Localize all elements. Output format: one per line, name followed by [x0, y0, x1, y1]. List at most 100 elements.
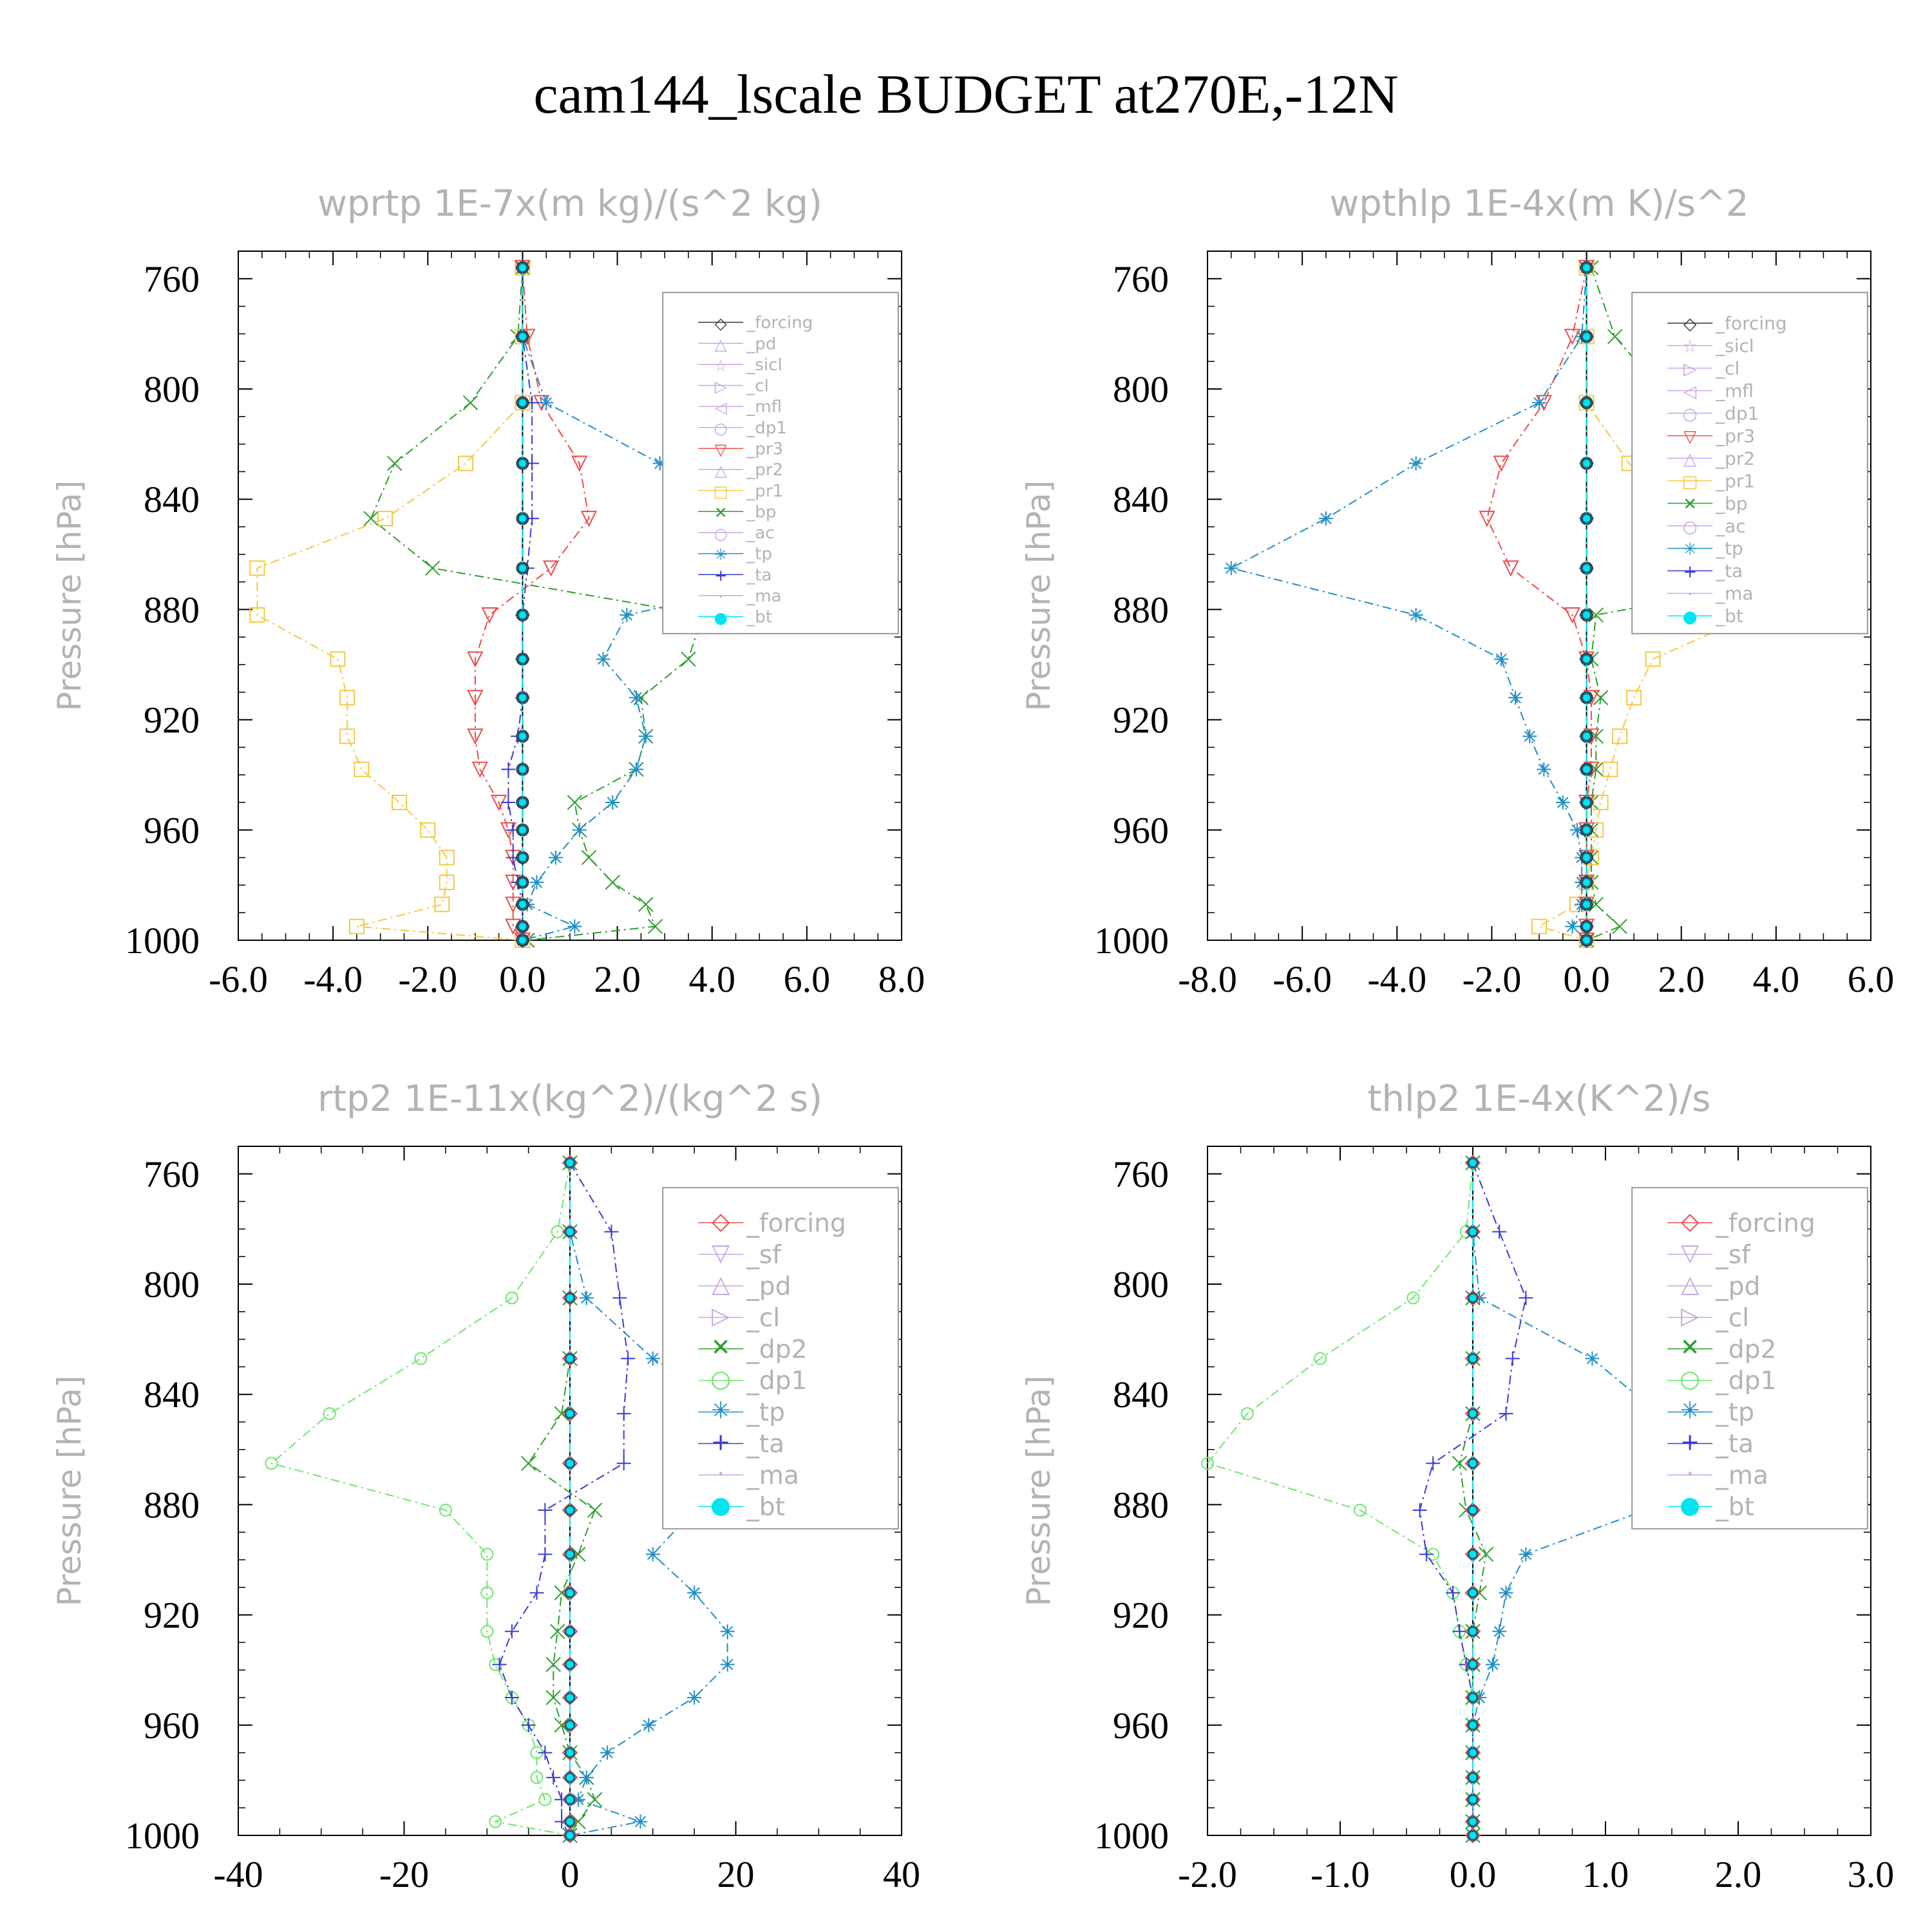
panel-title: wpthlp 1E-4x(m K)/s^2: [1329, 183, 1748, 225]
data-point: [538, 1547, 553, 1562]
x-tick-label: 1.0: [1582, 1853, 1629, 1895]
data-point: [1467, 1548, 1479, 1560]
data-point: [548, 850, 563, 865]
legend-label: _tp: [1715, 1398, 1754, 1427]
legend-marker-icon: ▷: [712, 1302, 730, 1330]
series-line: [522, 267, 842, 941]
data-point: [571, 1792, 585, 1807]
legend-marker-icon: ●: [714, 609, 728, 627]
legend-label: _sf: [746, 1240, 782, 1269]
data-point: [1612, 728, 1628, 744]
data-point: [1467, 1794, 1479, 1805]
data-point: [516, 262, 528, 274]
data-point: [516, 458, 528, 469]
data-point: [265, 1457, 278, 1470]
data-point: [471, 761, 488, 778]
data-point: [516, 921, 528, 933]
data-point: [641, 1718, 656, 1732]
data-point: [516, 397, 528, 408]
data-point: [633, 1814, 648, 1829]
data-point: [1519, 1291, 1533, 1305]
data-point: [458, 455, 474, 471]
data-point: [1492, 1624, 1507, 1639]
legend-label: _pr3: [1715, 425, 1755, 446]
data-point: [516, 653, 528, 665]
data-point: [720, 1624, 735, 1639]
x-tick-label: 2.0: [594, 958, 641, 1000]
data-point: [538, 1745, 553, 1760]
legend-marker-icon: ○: [1683, 517, 1698, 536]
x-tick-label: -8.0: [1178, 958, 1237, 1000]
legend-label: _forcing: [746, 314, 813, 333]
data-point: [516, 331, 528, 343]
data-point: [1581, 331, 1593, 343]
data-point: [516, 730, 528, 742]
data-point: [572, 822, 587, 837]
legend-label: _forcing: [1715, 1209, 1815, 1238]
data-point: [612, 1291, 627, 1305]
data-point: [424, 560, 440, 576]
data-point: [1467, 1226, 1479, 1238]
data-point: [564, 1408, 576, 1419]
series-line: [474, 267, 590, 941]
series-line: [1472, 1162, 1794, 1835]
x-tick-label: -4.0: [1367, 958, 1426, 1000]
legend-marker-icon: ▷: [1681, 1302, 1700, 1330]
legend-label: _pr2: [746, 460, 783, 480]
legend-label: _bt: [746, 608, 772, 627]
x-tick-label: 40: [883, 1853, 920, 1895]
legend-label: _ta: [746, 1430, 784, 1459]
data-point: [1406, 1291, 1420, 1305]
chart-panel-1: wprtp 1E-7x(m kg)/(s^2 kg) Pressure [hPa]…: [51, 183, 925, 1000]
legend-marker-icon: ✳: [1680, 1396, 1700, 1424]
legend-label: _tp: [746, 1398, 785, 1427]
data-point: [480, 1586, 494, 1600]
data-point: [564, 1692, 576, 1703]
data-point: [1467, 1659, 1479, 1671]
data-point: [567, 919, 582, 934]
data-point: [564, 1504, 576, 1516]
data-point: [579, 1291, 594, 1305]
y-tick-label: 1000: [1094, 920, 1169, 961]
data-point: [339, 690, 355, 706]
series-tp: [1224, 260, 1594, 947]
y-tick-label: 760: [144, 1153, 200, 1195]
data-point: [501, 795, 516, 810]
legend: ◇ _forcing ▽ _sf △ _pd ▷ _cl ✕ _dp2 ○ _dp1 ✳ _tp + _ta ·…: [1631, 1187, 1868, 1530]
data-point: [1581, 764, 1593, 775]
data-point: [249, 560, 265, 576]
data-point: [629, 762, 643, 777]
data-point: [1581, 898, 1593, 910]
x-tick-label: 6.0: [784, 958, 831, 1000]
data-point: [1522, 729, 1537, 744]
legend: ◇ _forcing ▽ _sf △ _pd ▷ _cl ✕ _dp2 ○ _dp1 ✳ _tp + _ta ·…: [662, 1187, 899, 1530]
legend-marker-icon: ✳: [711, 1396, 731, 1424]
data-point: [554, 1585, 569, 1601]
data-point: [564, 1292, 576, 1303]
data-point: [489, 1815, 502, 1828]
legend-label: _bt: [1715, 1493, 1754, 1522]
x-tick-label: 0.0: [1450, 1853, 1497, 1895]
data-point: [1467, 1816, 1479, 1828]
y-tick-label: 800: [144, 1264, 200, 1305]
series-line: [270, 1162, 571, 1836]
legend-marker-icon: ✳: [714, 545, 728, 564]
legend-label: _pr1: [1715, 470, 1755, 491]
x-tick-label: -6.0: [1273, 958, 1332, 1000]
legend-marker-icon: △: [715, 461, 727, 480]
data-point: [580, 511, 598, 527]
data-point: [439, 1503, 452, 1517]
series-pr1: [249, 260, 531, 948]
legend-label: _ta: [1715, 560, 1743, 582]
legend-marker-icon: +: [714, 566, 728, 585]
data-point: [1581, 876, 1593, 888]
y-tick-label: 1000: [125, 1815, 200, 1857]
data-point: [392, 795, 408, 810]
legend-label: _bp: [1715, 493, 1748, 514]
legend-label: _ta: [746, 565, 772, 585]
data-point: [439, 849, 455, 866]
data-point: [1408, 456, 1423, 471]
data-point: [605, 795, 620, 810]
data-point: [1467, 1587, 1479, 1598]
chart-panel-4: thlp2 1E-4x(K^2)/s Pressure [hPa] -2.0 -1.0…: [1020, 1078, 1894, 1895]
